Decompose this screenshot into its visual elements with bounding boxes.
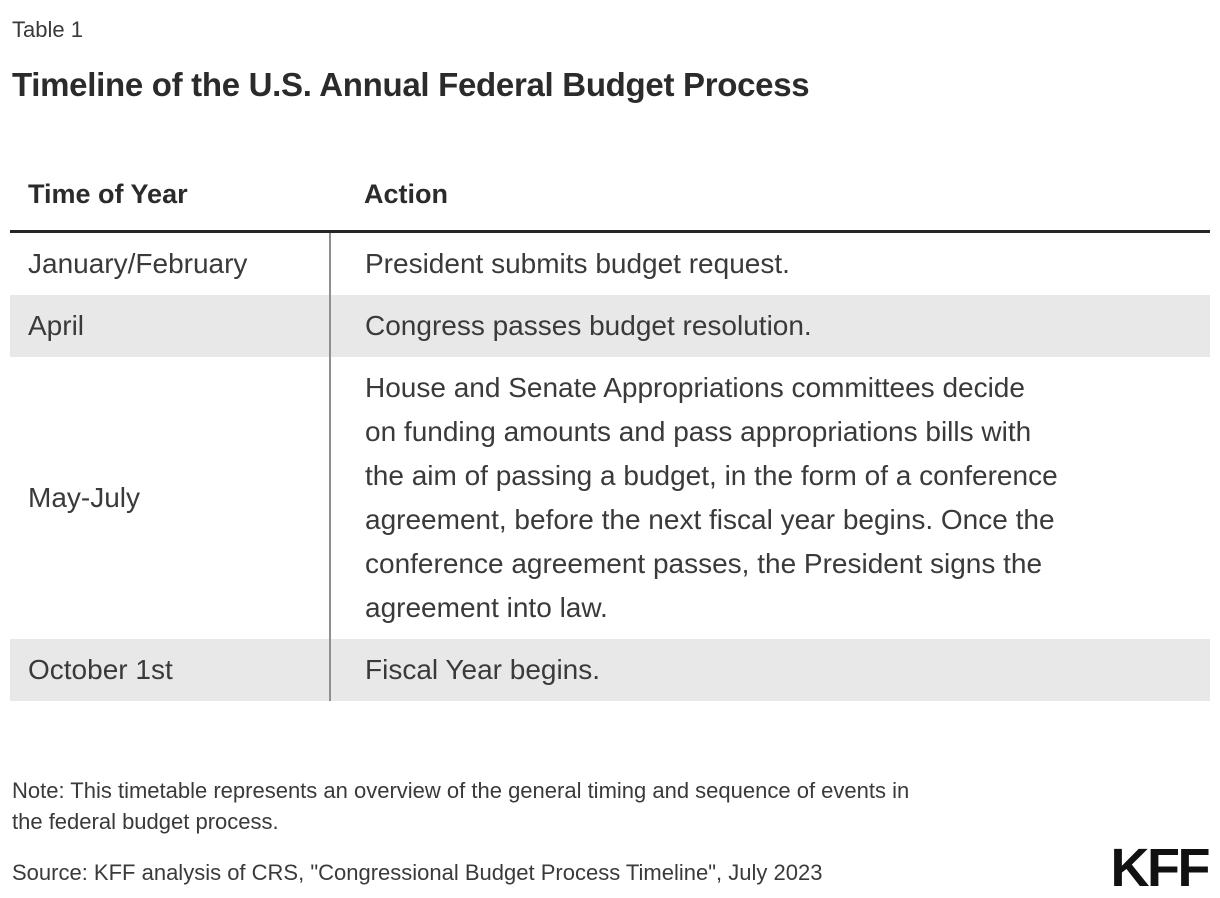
cell-action-fiscal-year: Fiscal Year begins. bbox=[329, 639, 1210, 701]
cell-time-may-july: May-July bbox=[28, 482, 141, 513]
column-header-action: Action bbox=[364, 179, 448, 209]
cell-action-budget-resolution: Congress passes budget resolution. bbox=[329, 295, 1210, 357]
note-text: Note: This timetable represents an overv… bbox=[12, 778, 910, 834]
kff-logo: KFF bbox=[1110, 838, 1211, 898]
budget-timeline-table: Time of Year Action January/February Pre… bbox=[10, 152, 1210, 701]
figure: Table 1 Timeline of the U.S. Annual Fede… bbox=[10, 16, 1211, 898]
table-row: April Congress passes budget resolution. bbox=[10, 295, 1210, 357]
source-text: Source: KFF analysis of CRS, "Congressio… bbox=[12, 860, 823, 885]
table-row: October 1st Fiscal Year begins. bbox=[10, 639, 1210, 701]
cell-time-october-1st: October 1st bbox=[10, 639, 330, 701]
column-header-time-of-year: Time of Year bbox=[28, 179, 188, 209]
table-label: Table 1 bbox=[12, 17, 83, 42]
table-row: May-July House and Senate Appropriations… bbox=[10, 357, 1210, 639]
cell-action-budget-request: President submits budget request. bbox=[329, 231, 1210, 295]
cell-action-appropriations: House and Senate Appropriations committe… bbox=[329, 357, 1210, 639]
table-header-row: Time of Year Action bbox=[10, 152, 1210, 232]
cell-time-january-february: January/February bbox=[28, 248, 248, 279]
cell-time-april: April bbox=[10, 295, 330, 357]
page-title: Timeline of the U.S. Annual Federal Budg… bbox=[12, 66, 810, 103]
footer: Source: KFF analysis of CRS, "Congressio… bbox=[12, 838, 1211, 898]
table-row: January/February President submits budge… bbox=[10, 231, 1210, 295]
